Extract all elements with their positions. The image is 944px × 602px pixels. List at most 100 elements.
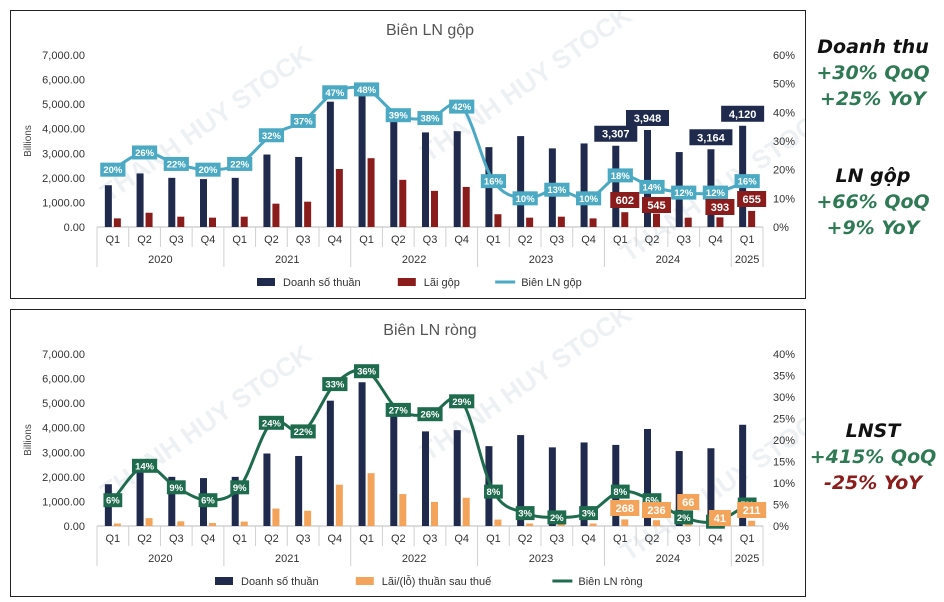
y2-tick-label: 20% <box>773 165 795 177</box>
legend-label: Lãi gộp <box>424 277 460 289</box>
bar-profit <box>272 203 280 227</box>
quarter-label: Q4 <box>328 533 343 545</box>
margin-label: 24% <box>262 418 282 429</box>
quarter-label: Q3 <box>296 234 311 246</box>
bar-profit <box>684 524 692 526</box>
bar-value-label-box <box>610 500 640 516</box>
margin-label-box <box>449 99 475 114</box>
bar-revenue <box>136 173 144 227</box>
margin-label: 10% <box>516 194 536 205</box>
year-label: 2025 <box>735 553 759 565</box>
chart-title: Biên LN ròng <box>383 322 476 339</box>
y2-tick-label: 40% <box>773 107 795 119</box>
year-label: 2022 <box>402 553 426 565</box>
quarter-label: Q1 <box>359 234 374 246</box>
gross-profit-summary: LN gộp +66% QoQ +9% YoY <box>808 163 938 241</box>
legend-swatch <box>215 577 233 585</box>
margin-label-box <box>100 162 126 177</box>
quarter-label: Q2 <box>137 234 152 246</box>
quarter-label: Q1 <box>359 533 374 545</box>
net-margin-chart-panel: THANH HUY STOCK THANH HUY STOCK THANH HUY … <box>10 298 837 597</box>
bar-value-label-box <box>610 192 640 208</box>
y-tick-label: 7,000.00 <box>42 349 85 361</box>
bar-revenue <box>453 430 461 526</box>
bar-profit <box>589 218 597 227</box>
margin-label: 12% <box>706 188 726 199</box>
net-profit-yoy: -25% YoY <box>823 472 923 494</box>
bar-profit <box>494 519 502 526</box>
bar-revenue <box>231 476 239 526</box>
bar-revenue <box>390 409 398 526</box>
bar-profit <box>431 190 438 227</box>
margin-label-box <box>671 185 697 200</box>
bar-profit <box>621 519 629 526</box>
y2-tick-label: 20% <box>773 435 795 447</box>
bar-revenue <box>422 132 429 227</box>
margin-label: 2% <box>677 513 691 524</box>
bar-revenue <box>517 435 525 526</box>
bar-value-label-box <box>689 129 733 146</box>
bar-profit <box>367 158 375 227</box>
legend-label: Biên LN gộp <box>521 277 582 289</box>
margin-label-box <box>322 85 348 100</box>
quarter-label: Q1 <box>613 234 628 246</box>
quarter-label: Q4 <box>328 234 343 246</box>
bar-value-label: 3,948 <box>634 113 662 125</box>
bar-revenue <box>612 145 620 227</box>
y-tick-label: 7,000.00 <box>42 50 85 62</box>
y-tick-label: 4,000.00 <box>42 124 85 136</box>
quarter-label: Q2 <box>518 234 533 246</box>
y-tick-label: 0.00 <box>64 222 85 234</box>
margin-label-box <box>258 128 285 143</box>
bar-value-label-box <box>737 502 767 518</box>
margin-label: 18% <box>611 171 631 182</box>
bar-value-label: 3,164 <box>697 132 725 144</box>
margin-label: 8% <box>613 487 627 498</box>
y-tick-label: 1,000.00 <box>42 197 85 209</box>
bar-revenue <box>358 85 366 227</box>
quarter-label: Q3 <box>169 533 184 545</box>
legend-label: Lãi/(lỗ) thuần sau thuế <box>382 575 491 588</box>
bar-revenue <box>422 431 429 526</box>
bar-revenue <box>644 129 651 227</box>
margin-label-box <box>290 113 316 128</box>
quarter-label: Q2 <box>391 234 406 246</box>
quarter-label: Q3 <box>550 234 565 246</box>
quarter-label: Q4 <box>201 533 216 545</box>
y2-tick-label: 25% <box>773 414 795 426</box>
bar-revenue <box>644 428 651 526</box>
bar-revenue <box>517 136 525 227</box>
bar-profit <box>113 523 121 526</box>
bar-value-label-box <box>705 199 735 215</box>
margin-label-box <box>385 108 411 123</box>
year-label: 2020 <box>148 254 172 266</box>
gross-margin-chart-panel: THANH HUY STOCK THANH HUY STOCK THANH HUY … <box>10 0 837 299</box>
y-axis-label: Billions <box>23 424 34 456</box>
bar-revenue <box>739 424 747 526</box>
bar-profit <box>177 216 185 227</box>
bar-profit <box>240 216 248 227</box>
y2-tick-label: 40% <box>773 349 795 361</box>
y2-tick-label: 60% <box>773 50 795 62</box>
quarter-label: Q4 <box>708 533 723 545</box>
bar-profit <box>272 508 280 526</box>
margin-label-box <box>385 402 411 417</box>
bar-revenue <box>295 455 303 526</box>
bar-profit <box>240 521 248 526</box>
margin-label-box <box>544 182 570 197</box>
legend-label: Doanh số thuần <box>241 576 319 588</box>
gross-profit-yoy: +9% YoY <box>826 217 920 239</box>
revenue-summary-title: Doanh thu <box>817 36 929 58</box>
margin-label: 6% <box>645 496 659 507</box>
bar-profit <box>557 524 565 526</box>
y2-tick-label: 30% <box>773 136 795 148</box>
bar-profit <box>653 213 660 227</box>
margin-label: 22% <box>294 427 314 438</box>
bar-value-label-box <box>737 191 767 207</box>
quarter-label: Q4 <box>454 234 469 246</box>
year-label: 2020 <box>148 553 172 565</box>
margin-label: 33% <box>325 380 345 391</box>
margin-label: 16% <box>484 177 504 188</box>
y2-tick-label: 10% <box>773 478 795 490</box>
